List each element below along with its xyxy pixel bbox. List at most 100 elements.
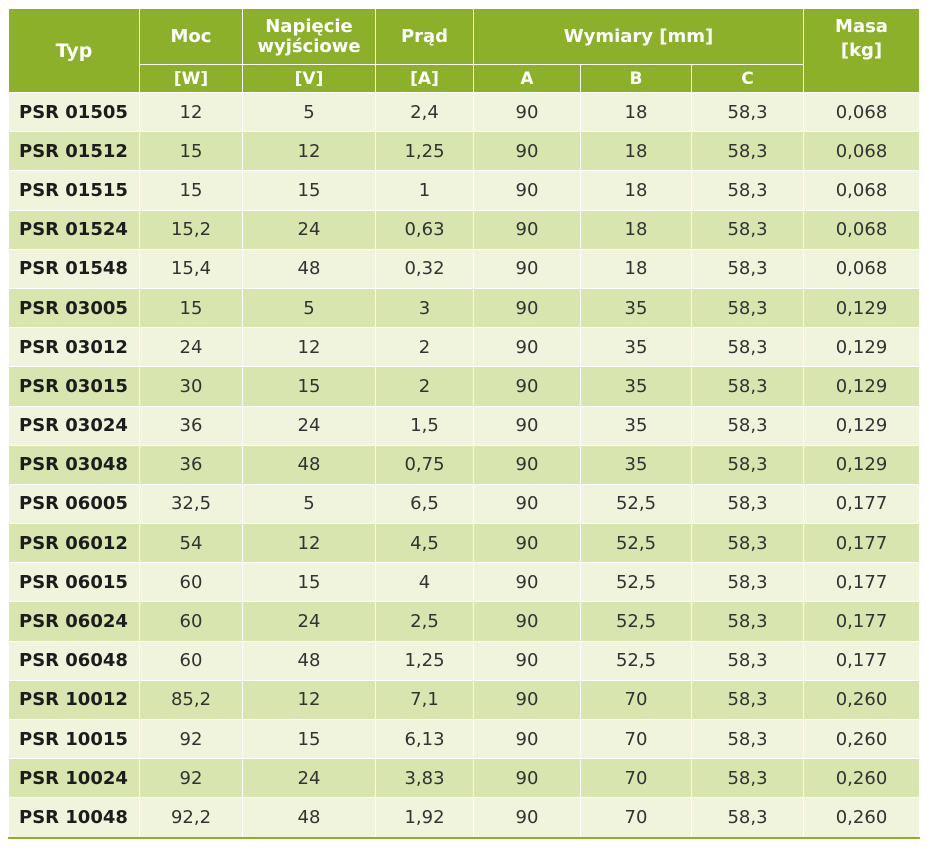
cell-napiecie: 15 xyxy=(242,170,376,211)
cell-masa: 0,068 xyxy=(803,91,920,133)
cell-typ: PSR 01548 xyxy=(8,248,140,289)
table-row: PSR 06005 32,5 5 6,5 90 52,5 58,3 0,177 xyxy=(8,483,920,525)
cell-napiecie: 15 xyxy=(242,366,376,407)
cell-c: 58,3 xyxy=(691,483,804,525)
cell-moc: 60 xyxy=(139,601,243,642)
cell-prad: 1,92 xyxy=(375,797,474,839)
cell-typ: PSR 10048 xyxy=(8,797,140,839)
cell-a: 90 xyxy=(473,797,581,839)
cell-napiecie: 24 xyxy=(242,405,376,446)
header-napiecie: Napięcie wyjściowe xyxy=(242,8,376,65)
cell-typ: PSR 01524 xyxy=(8,209,140,250)
cell-masa: 0,177 xyxy=(803,483,920,525)
cell-c: 58,3 xyxy=(691,679,804,721)
dim-b: B xyxy=(580,64,692,93)
cell-moc: 15 xyxy=(139,170,243,211)
cell-typ: PSR 06024 xyxy=(8,601,140,642)
cell-b: 52,5 xyxy=(580,640,692,681)
table-row: PSR 10012 85,2 12 7,1 90 70 58,3 0,260 xyxy=(8,679,920,721)
cell-prad: 0,75 xyxy=(375,444,474,485)
cell-napiecie: 24 xyxy=(242,209,376,250)
cell-napiecie: 12 xyxy=(242,131,376,172)
table-row: PSR 06015 60 15 4 90 52,5 58,3 0,177 xyxy=(8,562,920,603)
cell-typ: PSR 10024 xyxy=(8,758,140,799)
cell-napiecie: 5 xyxy=(242,91,376,133)
cell-masa: 0,177 xyxy=(803,562,920,603)
cell-b: 35 xyxy=(580,327,692,368)
cell-prad: 1,25 xyxy=(375,131,474,172)
cell-napiecie: 48 xyxy=(242,248,376,289)
cell-napiecie: 12 xyxy=(242,523,376,564)
cell-c: 58,3 xyxy=(691,523,804,564)
table-row: PSR 01512 15 12 1,25 90 18 58,3 0,068 xyxy=(8,131,920,172)
unit-moc: [W] xyxy=(139,64,243,93)
cell-typ: PSR 06012 xyxy=(8,523,140,564)
cell-typ: PSR 10015 xyxy=(8,718,140,760)
cell-c: 58,3 xyxy=(691,131,804,172)
table-row: PSR 01524 15,2 24 0,63 90 18 58,3 0,068 xyxy=(8,209,920,250)
cell-c: 58,3 xyxy=(691,248,804,289)
unit-prad: [A] xyxy=(375,64,474,93)
cell-napiecie: 5 xyxy=(242,483,376,525)
header-napiecie-line2: wyjściowe xyxy=(257,35,361,57)
cell-c: 58,3 xyxy=(691,640,804,681)
cell-a: 90 xyxy=(473,366,581,407)
cell-b: 70 xyxy=(580,679,692,721)
unit-napiecie: [V] xyxy=(242,64,376,93)
cell-b: 18 xyxy=(580,91,692,133)
cell-masa: 0,068 xyxy=(803,131,920,172)
cell-moc: 32,5 xyxy=(139,483,243,525)
cell-b: 35 xyxy=(580,444,692,485)
cell-b: 35 xyxy=(580,366,692,407)
cell-a: 90 xyxy=(473,287,581,329)
cell-masa: 0,177 xyxy=(803,523,920,564)
cell-a: 90 xyxy=(473,718,581,760)
cell-moc: 92 xyxy=(139,758,243,799)
table-header: Typ Moc Napięcie wyjściowe Prąd Wymiary … xyxy=(8,8,920,93)
cell-napiecie: 5 xyxy=(242,287,376,329)
table-body: PSR 01505 12 5 2,4 90 18 58,3 0,068 PSR 01512 15 1… xyxy=(8,91,920,839)
header-masa: Masa [kg] xyxy=(803,8,920,93)
cell-prad: 4,5 xyxy=(375,523,474,564)
cell-a: 90 xyxy=(473,640,581,681)
cell-moc: 15,2 xyxy=(139,209,243,250)
header-napiecie-line1: Napięcie xyxy=(265,15,353,37)
cell-napiecie: 15 xyxy=(242,562,376,603)
cell-prad: 2,5 xyxy=(375,601,474,642)
dim-c: C xyxy=(691,64,804,93)
cell-b: 70 xyxy=(580,758,692,799)
cell-masa: 0,260 xyxy=(803,718,920,760)
header-masa-line2: [kg] xyxy=(840,40,883,61)
cell-prad: 1,5 xyxy=(375,405,474,446)
cell-b: 70 xyxy=(580,797,692,839)
cell-typ: PSR 01512 xyxy=(8,131,140,172)
cell-c: 58,3 xyxy=(691,444,804,485)
cell-napiecie: 48 xyxy=(242,444,376,485)
cell-napiecie: 12 xyxy=(242,679,376,721)
table-row: PSR 10048 92,2 48 1,92 90 70 58,3 0,260 xyxy=(8,797,920,839)
cell-a: 90 xyxy=(473,170,581,211)
cell-b: 52,5 xyxy=(580,523,692,564)
cell-c: 58,3 xyxy=(691,287,804,329)
cell-c: 58,3 xyxy=(691,327,804,368)
cell-napiecie: 12 xyxy=(242,327,376,368)
cell-moc: 85,2 xyxy=(139,679,243,721)
cell-b: 52,5 xyxy=(580,483,692,525)
cell-c: 58,3 xyxy=(691,797,804,839)
cell-prad: 3 xyxy=(375,287,474,329)
cell-prad: 1,25 xyxy=(375,640,474,681)
cell-typ: PSR 03005 xyxy=(8,287,140,329)
cell-c: 58,3 xyxy=(691,601,804,642)
cell-prad: 6,13 xyxy=(375,718,474,760)
cell-masa: 0,260 xyxy=(803,797,920,839)
table-row: PSR 06048 60 48 1,25 90 52,5 58,3 0,177 xyxy=(8,640,920,681)
cell-a: 90 xyxy=(473,248,581,289)
cell-moc: 36 xyxy=(139,444,243,485)
cell-a: 90 xyxy=(473,679,581,721)
cell-a: 90 xyxy=(473,483,581,525)
header-moc: Moc xyxy=(139,8,243,65)
cell-typ: PSR 10012 xyxy=(8,679,140,721)
header-masa-line1: Masa xyxy=(835,16,888,37)
cell-typ: PSR 03012 xyxy=(8,327,140,368)
cell-a: 90 xyxy=(473,523,581,564)
